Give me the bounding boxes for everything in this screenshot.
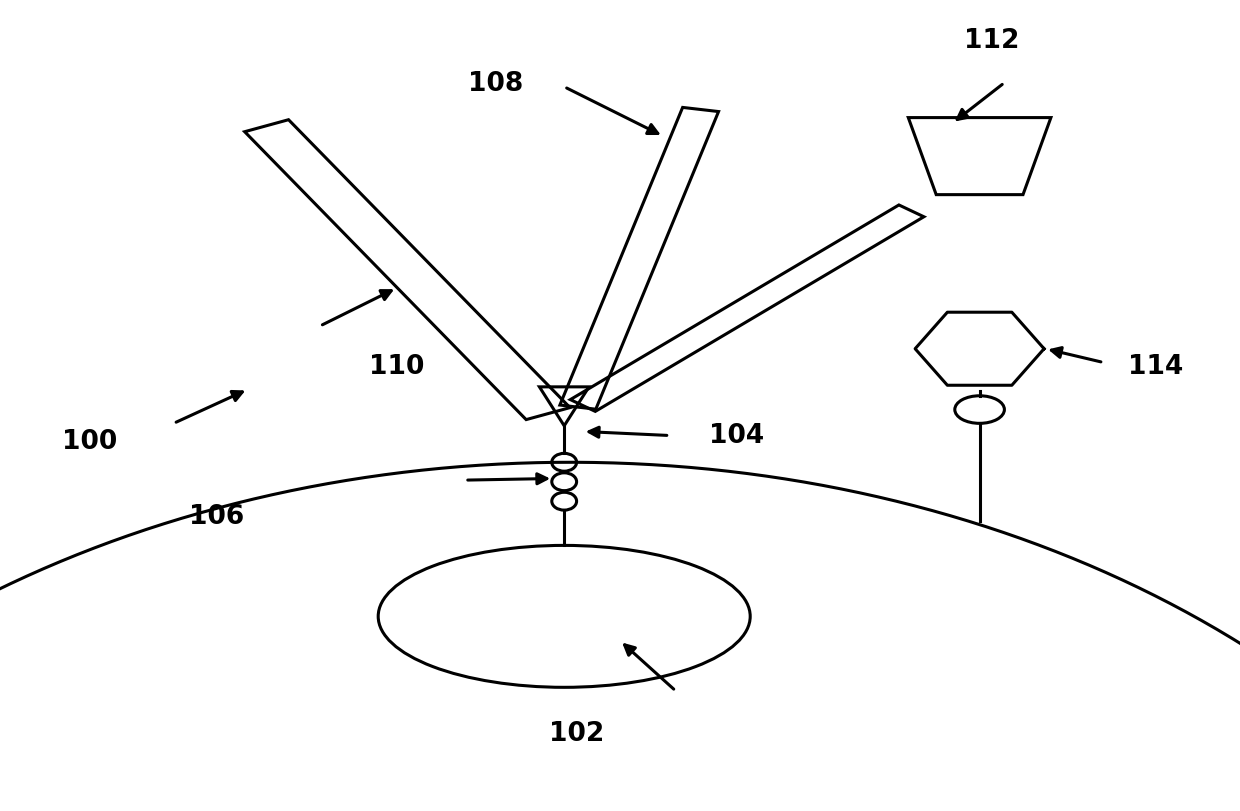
Text: 102: 102 (549, 721, 604, 747)
Text: 100: 100 (62, 429, 117, 455)
Text: 114: 114 (1128, 354, 1184, 380)
Text: 104: 104 (709, 423, 764, 448)
Text: 106: 106 (190, 504, 244, 530)
Text: 110: 110 (370, 354, 424, 380)
Text: 108: 108 (469, 71, 523, 97)
Text: 112: 112 (965, 28, 1019, 54)
